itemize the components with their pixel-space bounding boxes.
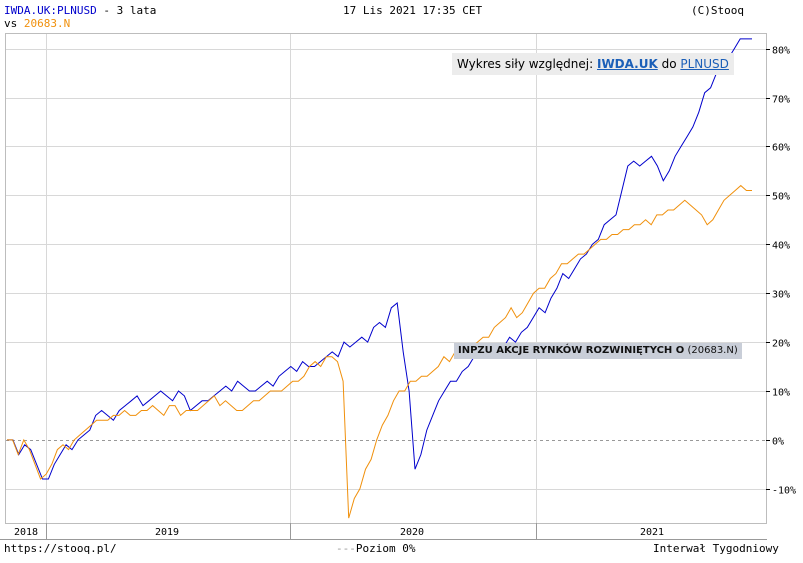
y-tick-label: -10%: [772, 486, 796, 497]
x-tick-label: 2020: [400, 527, 424, 538]
stooq-url[interactable]: https://stooq.pl/: [4, 542, 117, 555]
level-label: Poziom 0%: [355, 542, 416, 555]
y-tick-label: 60%: [772, 143, 790, 154]
interval-label: Interwał Tygodniowy: [653, 542, 779, 555]
x-tick-label: 2019: [155, 527, 179, 538]
grid-layer: [6, 34, 766, 523]
period-label: - 3 lata: [96, 4, 157, 17]
y-tick-label: 70%: [772, 95, 790, 106]
series-label-box: INPZU AKCJE RYNKÓW ROZWINIĘTYCH O (20683…: [454, 343, 742, 359]
symbol-link[interactable]: IWDA.UK:PLNUSD: [4, 4, 97, 17]
series-line-20683: [7, 184, 752, 519]
chart-header: IWDA.UK:PLNUSD - 3 lata: [4, 4, 156, 17]
series-line-iwda: [7, 38, 752, 480]
plot-border: [5, 33, 767, 524]
compare-symbol[interactable]: 20683.N: [23, 17, 71, 30]
series-name: INPZU AKCJE RYNKÓW ROZWINIĘTYCH O: [458, 345, 685, 356]
y-tick-label: 0%: [772, 437, 784, 448]
y-tick-label: 20%: [772, 339, 790, 350]
axis-layer: -10% 0% 10% 20% 30% 40% 50% 60% 70% 80% 2018 2019 20…: [14, 46, 796, 539]
vs-label: vs: [4, 17, 24, 30]
relative-strength-prefix: Wykres siły względnej:: [457, 57, 597, 71]
y-tick-label: 50%: [772, 192, 790, 203]
y-tick-label: 40%: [772, 241, 790, 252]
compare-line: vs 20683.N: [4, 17, 70, 30]
level-legend: ---Poziom 0%: [336, 542, 415, 555]
relative-strength-box: Wykres siły względnej: IWDA.UK do PLNUSD: [452, 53, 734, 75]
iwda-link[interactable]: IWDA.UK: [596, 57, 658, 71]
y-tick-label: 80%: [772, 46, 790, 57]
series-code: (20683.N): [687, 345, 738, 356]
y-tick-label: 30%: [772, 290, 790, 301]
x-tick-label: 2018: [14, 527, 38, 538]
y-tick-label: 10%: [772, 388, 790, 399]
copyright-label: (C)Stooq: [691, 4, 744, 17]
plnusd-link[interactable]: PLNUSD: [680, 57, 729, 71]
series-layer: [7, 38, 752, 519]
level-dash: ---: [336, 542, 356, 555]
relative-strength-middle: do: [657, 57, 681, 71]
x-tick-label: 2021: [640, 527, 664, 538]
datetime-label: 17 Lis 2021 17:35 CET: [343, 4, 483, 17]
